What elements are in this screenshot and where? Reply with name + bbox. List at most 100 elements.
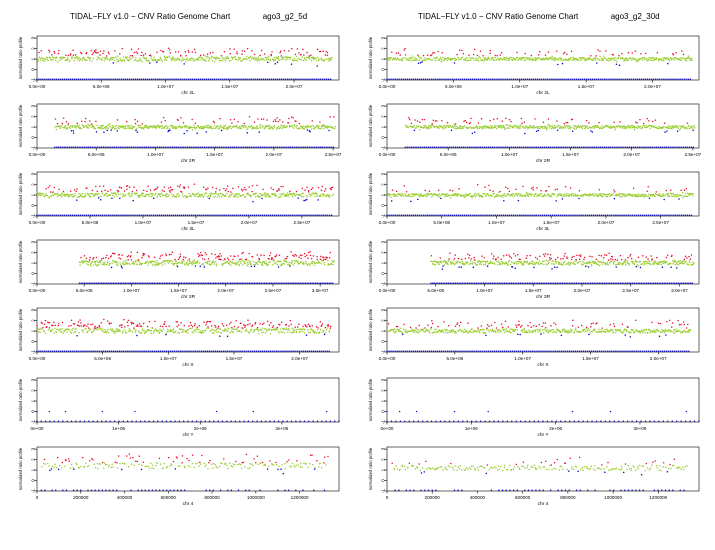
- data-point: [561, 126, 563, 128]
- data-point: [212, 51, 214, 54]
- data-point: [326, 58, 328, 60]
- data-point: [58, 188, 60, 191]
- data-point: [516, 78, 518, 80]
- data-point: [40, 78, 42, 80]
- data-point: [447, 125, 450, 127]
- data-point: [629, 214, 631, 216]
- data-point: [117, 264, 119, 266]
- data-point: [54, 78, 56, 80]
- data-point: [685, 57, 687, 60]
- data-point: [223, 195, 226, 198]
- data-point: [433, 78, 435, 80]
- data-point: [233, 146, 236, 148]
- data-point: [611, 58, 614, 60]
- data-point: [288, 50, 290, 52]
- data-point: [596, 214, 599, 216]
- data-point: [663, 122, 666, 125]
- data-point: [570, 126, 572, 129]
- data-point: [666, 130, 668, 132]
- data-point: [279, 50, 282, 53]
- data-point: [62, 214, 64, 216]
- data-point: [459, 78, 461, 80]
- data-point: [323, 282, 325, 284]
- data-point: [54, 118, 57, 120]
- data-point: [408, 59, 410, 62]
- data-point: [99, 185, 101, 188]
- data-point: [545, 78, 547, 80]
- data-point: [137, 194, 140, 197]
- data-point: [173, 282, 176, 284]
- data-point: [619, 193, 622, 195]
- data-point: [583, 125, 585, 127]
- data-point: [247, 127, 249, 130]
- data-point: [433, 260, 436, 263]
- data-point: [660, 58, 662, 60]
- data-point: [468, 263, 470, 266]
- data-point: [572, 195, 575, 197]
- data-point: [277, 56, 280, 58]
- data-point: [132, 56, 134, 58]
- data-point: [617, 57, 620, 59]
- data-point: [493, 118, 495, 120]
- data-point: [581, 127, 584, 130]
- data-point: [475, 194, 478, 197]
- data-point: [519, 127, 521, 129]
- data-point: [85, 263, 88, 265]
- data-point: [314, 126, 317, 129]
- data-point: [101, 263, 104, 266]
- data-point: [60, 58, 63, 61]
- data-point: [464, 257, 467, 260]
- data-point: [649, 59, 651, 61]
- data-point: [685, 188, 688, 190]
- data-point: [185, 195, 187, 197]
- data-point: [119, 214, 121, 216]
- data-point: [139, 214, 141, 216]
- data-point: [218, 193, 220, 195]
- data-point: [46, 56, 49, 59]
- x-tick-label: 2.0e+07: [265, 152, 282, 157]
- data-point: [92, 124, 94, 127]
- data-point: [593, 78, 596, 80]
- data-point: [44, 214, 46, 216]
- data-point: [499, 54, 502, 56]
- data-point: [209, 282, 211, 284]
- data-point: [324, 58, 326, 61]
- data-point: [162, 194, 165, 196]
- data-point: [317, 186, 320, 189]
- data-point: [506, 124, 509, 126]
- data-point: [496, 78, 498, 80]
- data-point: [567, 193, 569, 195]
- data-point: [463, 196, 466, 199]
- data-point: [413, 124, 415, 127]
- data-point: [454, 263, 456, 266]
- data-point: [100, 125, 103, 127]
- data-point: [597, 146, 600, 148]
- data-point: [477, 125, 479, 128]
- data-point: [555, 146, 557, 148]
- x-tick-label: 2.0e+07: [286, 84, 303, 89]
- data-point: [480, 118, 483, 120]
- data-point: [313, 56, 315, 59]
- data-point: [485, 146, 488, 148]
- data-point: [253, 265, 256, 268]
- data-point: [135, 193, 137, 195]
- data-point: [152, 126, 154, 129]
- data-point: [187, 264, 190, 267]
- data-point: [654, 119, 657, 121]
- data-point: [203, 266, 206, 268]
- data-point: [278, 189, 280, 191]
- data-point: [468, 256, 470, 259]
- data-point: [581, 78, 584, 80]
- data-point: [167, 125, 169, 128]
- data-point: [474, 146, 476, 148]
- data-point: [300, 196, 303, 198]
- data-point: [93, 214, 96, 216]
- data-point: [610, 78, 612, 80]
- data-point: [259, 146, 262, 148]
- data-point: [191, 129, 194, 131]
- data-point: [187, 186, 190, 188]
- data-point: [180, 55, 182, 57]
- data-point: [595, 192, 597, 195]
- data-point: [53, 186, 56, 189]
- data-point: [142, 195, 144, 197]
